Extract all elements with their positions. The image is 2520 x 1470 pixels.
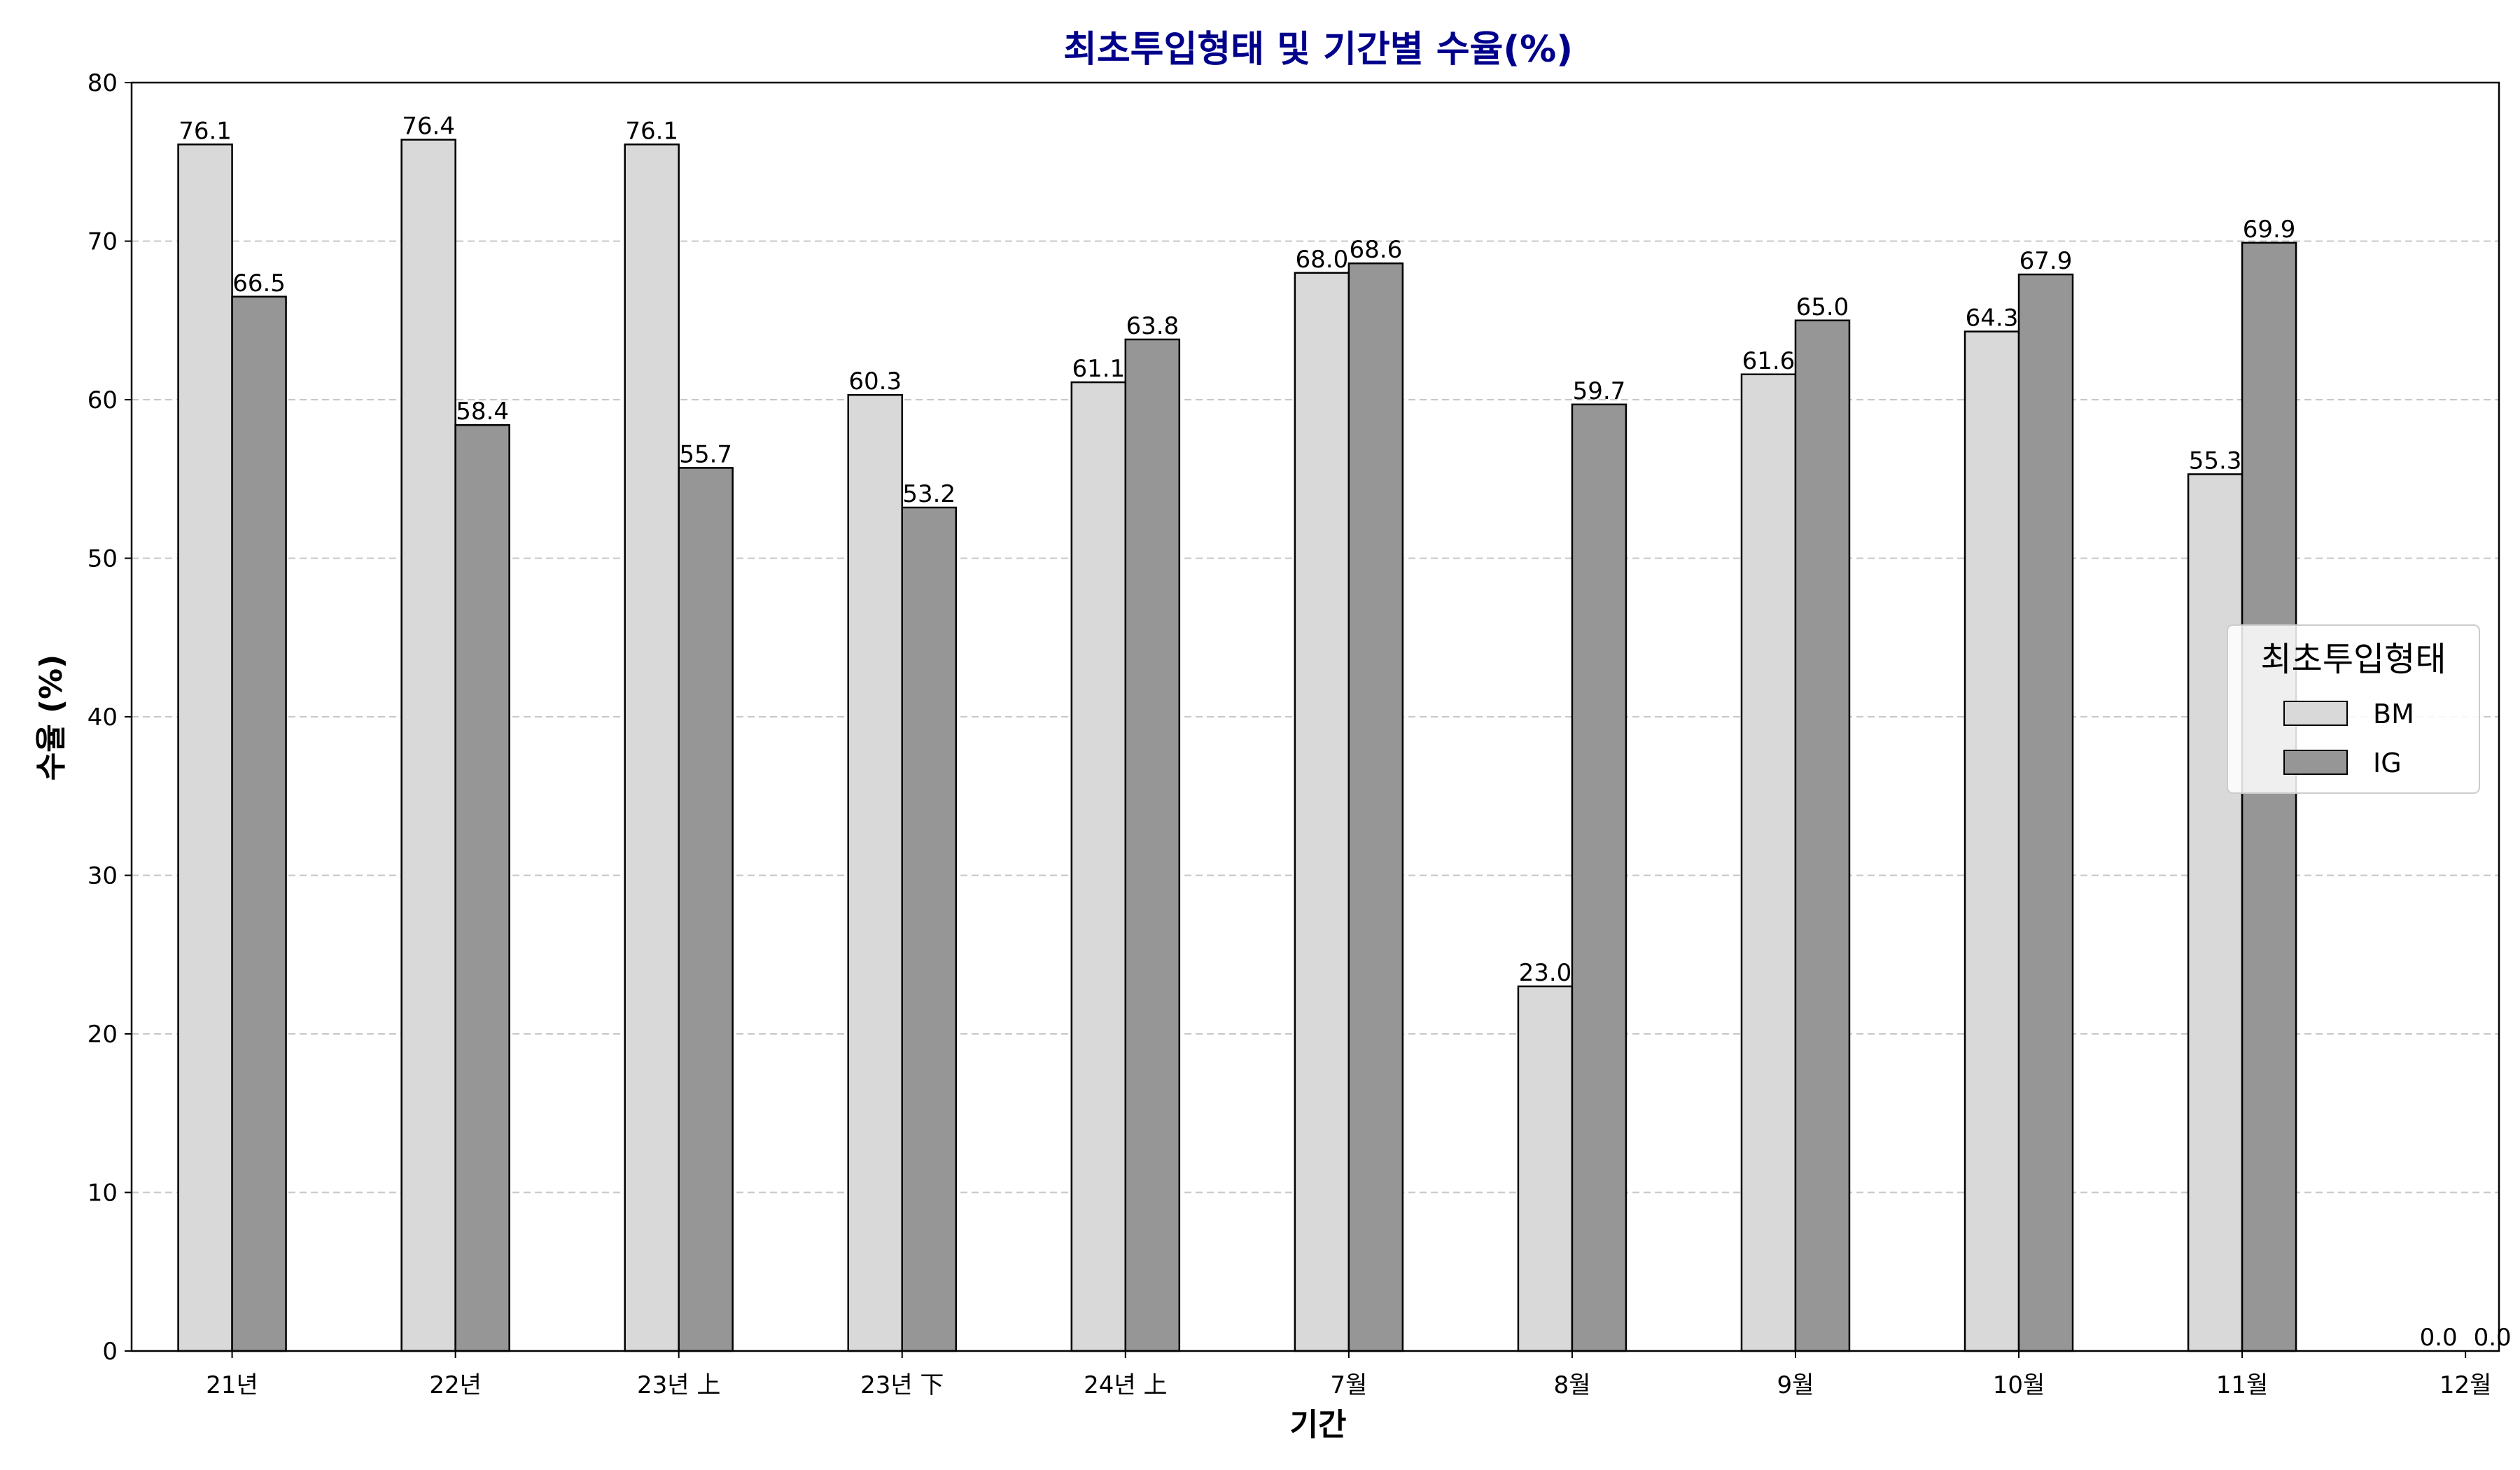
y-tick-label: 30	[88, 862, 118, 890]
y-axis-title: 수율 (%)	[34, 654, 69, 781]
legend-label-bm: BM	[2373, 699, 2414, 729]
bar-ig	[231, 295, 287, 1352]
x-tick-label: 21년	[206, 1371, 258, 1399]
y-tick-label: 70	[88, 228, 118, 256]
y-tick-label: 50	[88, 545, 118, 573]
bar-value-label: 55.3	[2189, 447, 2242, 475]
bar-value-label: 76.1	[178, 117, 232, 145]
bar-ig	[2241, 241, 2297, 1352]
x-axis-ticks: 21년 22년 23년 上 23년 下 24년 上 7월 8월 9월 10월 11월 12월	[206, 1351, 2491, 1399]
bar-value-label: 53.2	[902, 480, 955, 508]
bar-bm	[1517, 985, 1574, 1352]
x-tick-label: 24년 上	[1084, 1371, 1167, 1399]
x-tick-label: 23년 下	[860, 1371, 944, 1399]
bar-value-label: 63.8	[1126, 312, 1179, 340]
bar-value-label: 61.6	[1742, 347, 1795, 375]
bar-bm	[400, 139, 456, 1352]
bar-bm	[847, 393, 903, 1352]
bar-ig	[678, 467, 734, 1352]
legend: 최초투입형태 BM IG	[2227, 624, 2480, 794]
bar-value-label: 61.1	[1072, 355, 1125, 383]
bar-value-label: 55.7	[679, 440, 732, 468]
bar-ig	[901, 506, 957, 1352]
bar-ig	[1794, 319, 1851, 1352]
bar-bm	[1294, 272, 1350, 1352]
bar-value-label: 66.5	[232, 270, 286, 298]
value-labels: 76.1 76.4 76.1 60.3 61.1 68.0 23.0 61.6 64.3 55.3…	[178, 113, 2511, 1352]
bar-ig	[1124, 338, 1181, 1352]
bar-value-label: 65.0	[1796, 293, 1849, 321]
legend-item-ig: IG	[2283, 748, 2402, 778]
x-tick-label: 8월	[1553, 1371, 1590, 1399]
bar-value-label: 64.3	[1966, 304, 2019, 332]
bar-bm	[1963, 330, 2020, 1352]
bar-value-label: 59.7	[1573, 377, 1626, 405]
x-tick-label: 7월	[1330, 1371, 1367, 1399]
bar-bm	[1740, 373, 1797, 1352]
x-axis-title: 기간	[1290, 1407, 1347, 1443]
legend-swatch-bm	[2283, 701, 2348, 726]
bar-ig	[2017, 273, 2074, 1352]
x-tick-label: 9월	[1777, 1371, 1814, 1399]
bar-bm	[2187, 473, 2244, 1352]
x-tick-label: 23년 上	[637, 1371, 720, 1399]
bar-value-label: 76.1	[625, 117, 678, 145]
bar-ig	[1571, 403, 1628, 1352]
bar-bm	[1070, 381, 1127, 1352]
y-tick-label: 80	[88, 69, 118, 97]
bar-ig	[454, 424, 510, 1352]
chart-title: 최초투입형태 및 기간별 수율(%)	[1063, 29, 1573, 71]
legend-swatch-ig	[2283, 750, 2348, 775]
bar-bm	[177, 144, 233, 1352]
bar-value-label: 76.4	[402, 113, 455, 141]
y-tick-label: 0	[102, 1338, 118, 1366]
bar-value-label: 23.0	[1519, 959, 1572, 987]
bar-ig	[1348, 262, 1404, 1352]
y-tick-label: 20	[88, 1021, 118, 1049]
y-tick-label: 60	[88, 386, 118, 414]
bar-value-label: 0.0	[2474, 1324, 2512, 1352]
bar-value-label: 68.6	[1350, 236, 1403, 264]
x-tick-label: 22년	[429, 1371, 482, 1399]
bar-value-label: 60.3	[848, 368, 902, 396]
legend-title: 최초투입형태	[2261, 640, 2446, 679]
bar-bm	[624, 144, 680, 1352]
legend-label-ig: IG	[2373, 748, 2402, 778]
legend-item-bm: BM	[2283, 699, 2414, 729]
bar-value-label: 0.0	[2420, 1324, 2458, 1352]
bars	[177, 139, 2297, 1352]
bar-value-label: 67.9	[2019, 247, 2073, 275]
x-tick-label: 11월	[2216, 1371, 2269, 1399]
bar-value-label: 69.9	[2243, 216, 2296, 244]
bar-value-label: 58.4	[456, 398, 509, 426]
x-tick-label: 12월	[2440, 1371, 2492, 1399]
y-axis-ticks: 0 10 20 30 40 50 60 70 80	[88, 69, 132, 1366]
bar-value-label: 68.0	[1296, 246, 1349, 274]
x-tick-label: 10월	[1993, 1371, 2045, 1399]
y-tick-label: 40	[88, 704, 118, 732]
y-tick-label: 10	[88, 1180, 118, 1208]
